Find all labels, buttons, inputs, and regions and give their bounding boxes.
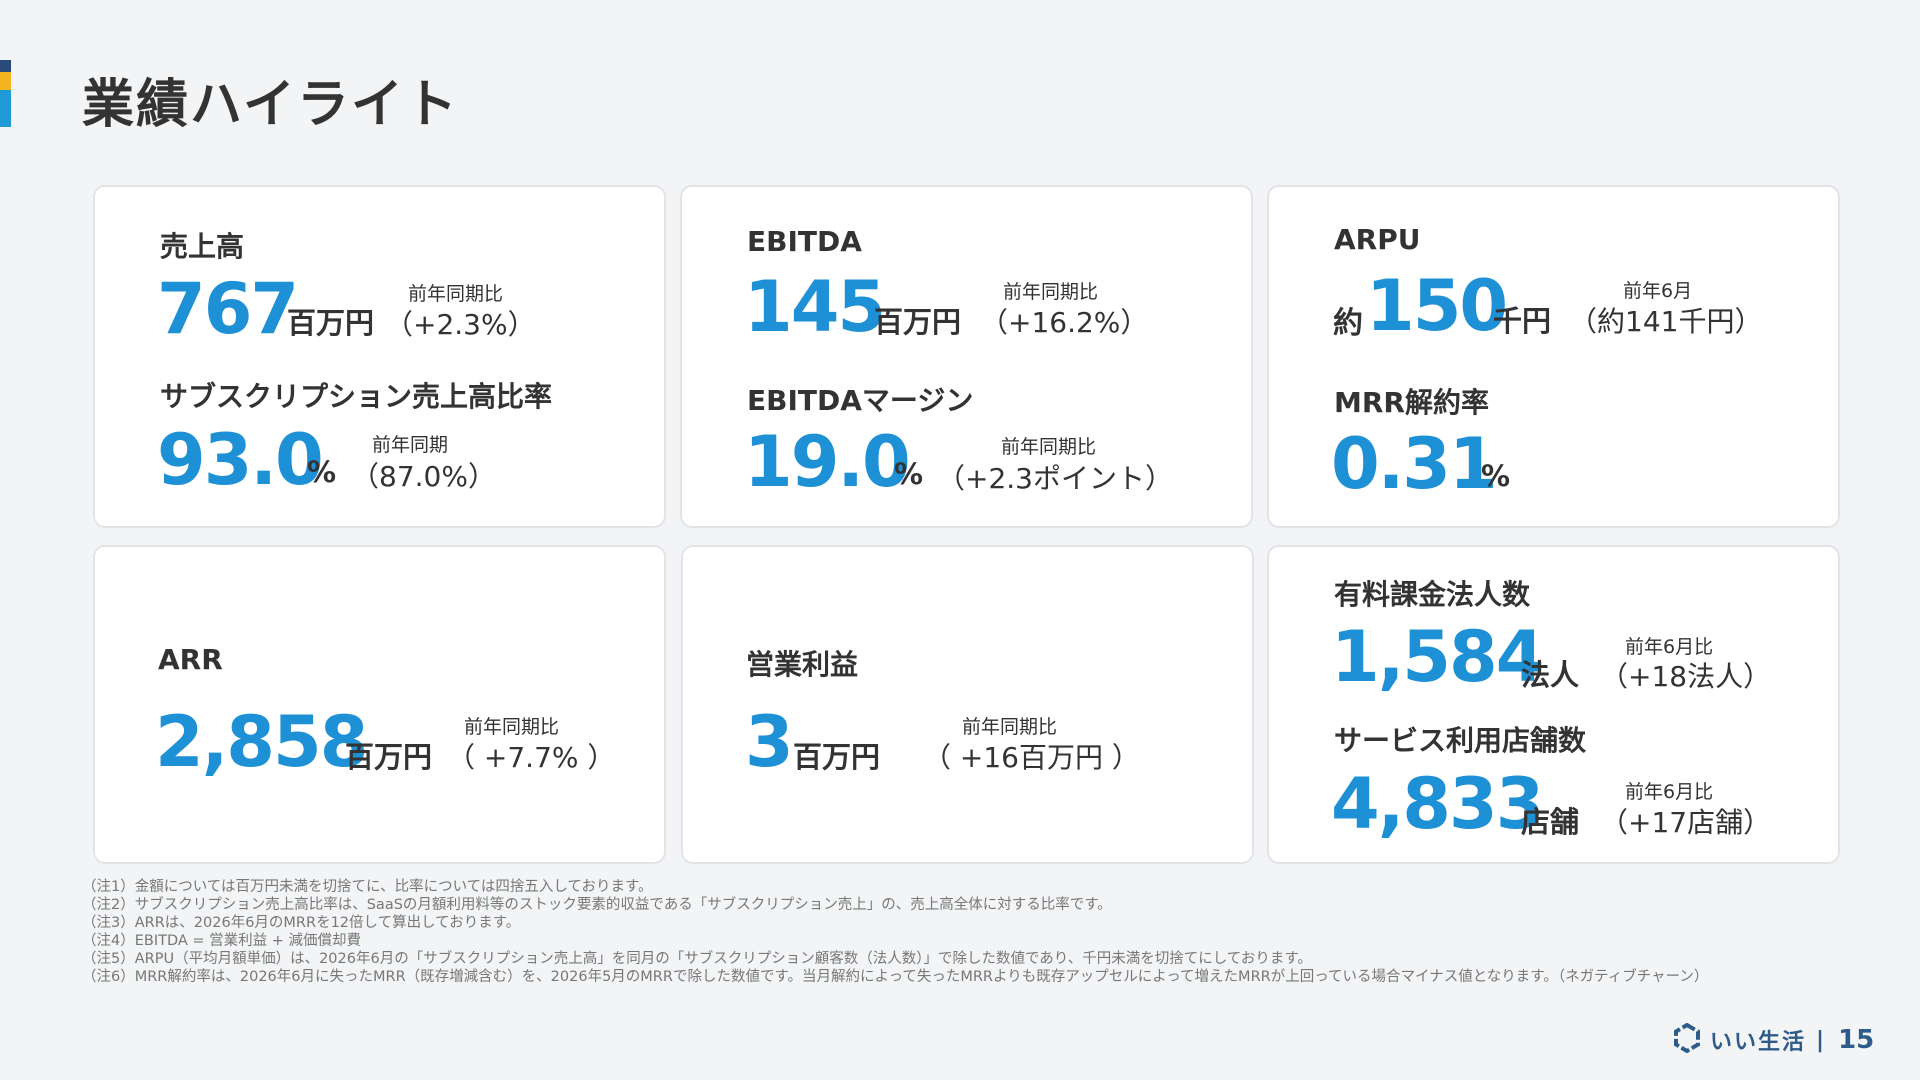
paid-corporations-cmp-value: （+18法人） (1600, 660, 1772, 693)
operating-profit-unit: 百万円 (793, 740, 881, 774)
operating-profit-label: 営業利益 (746, 648, 859, 681)
arpu-label: ARPU (1334, 223, 1421, 256)
arr-unit: 百万円 (345, 740, 433, 774)
arpu-unit: 千円 (1493, 304, 1552, 338)
mrr-churn-unit: % (1481, 459, 1511, 493)
footer-separator: | (1816, 1027, 1825, 1053)
card-arr: ARR 2,858 百万円 前年同期比 （ +7.7% ） (93, 545, 666, 864)
mrr-churn-label: MRR解約率 (1334, 386, 1489, 419)
stores-unit: 店舗 (1521, 805, 1580, 839)
ebitda-unit: 百万円 (874, 305, 962, 339)
ebitda-margin-value: 19.0 (744, 421, 911, 503)
ebitda-cmp-head: 前年同期比 (1003, 281, 1099, 303)
footnote: （注1）金額については百万円未満を切捨てに、比率については四捨五入しております。 (82, 879, 653, 895)
paid-corporations-cmp-head: 前年6月比 (1625, 636, 1714, 658)
arr-label: ARR (158, 643, 223, 676)
footer-logo: いい生活 | 15 (1672, 1022, 1875, 1057)
arpu-prefix: 約 (1333, 306, 1363, 341)
ebitda-margin-label: EBITDAマージン (747, 384, 974, 417)
arpu-cmp-value: （約141千円） (1569, 305, 1763, 338)
ebitda-value: 145 (744, 266, 886, 348)
company-logo-text: いい生活 (1710, 1030, 1807, 1055)
footnote: （注3）ARRは、2026年6月のMRRを12倍して算出しております。 (82, 915, 521, 931)
operating-profit-cmp-value: （ +16百万円 ） (923, 741, 1140, 774)
paid-corporations-label: 有料課金法人数 (1334, 578, 1531, 611)
ebitda-margin-cmp-value: （+2.3ポイント） (937, 462, 1173, 495)
paid-corporations-unit: 法人 (1521, 658, 1580, 692)
mrr-churn-value: 0.31 (1331, 423, 1498, 505)
subscription-ratio-unit: % (307, 455, 337, 489)
footnote: （注5）ARPU（平均月額単価）は、2026年6月の「サブスクリプション売上高」… (82, 951, 1312, 967)
subscription-ratio-cmp-value: （87.0%） (351, 460, 496, 493)
paid-corporations-value: 1,584 (1331, 616, 1544, 698)
operating-profit-value: 3 (745, 701, 794, 783)
subscription-ratio-cmp-head: 前年同期 (372, 434, 449, 456)
arr-cmp-head: 前年同期比 (464, 716, 560, 738)
card-revenue: 売上高 767 百万円 前年同期比 （+2.3%） サブスクリプション売上高比率… (93, 185, 666, 528)
card-customers: 有料課金法人数 1,584 法人 前年6月比 （+18法人） サービス利用店舗数… (1267, 545, 1840, 864)
arr-value: 2,858 (155, 701, 368, 783)
page-title: 業績ハイライト (82, 75, 459, 135)
stores-cmp-value: （+17店舗） (1600, 806, 1772, 839)
company-logo-icon (1672, 1022, 1702, 1057)
footnotes: （注1）金額については百万円未満を切捨てに、比率については四捨五入しております。… (82, 878, 1822, 986)
operating-profit-cmp-head: 前年同期比 (962, 716, 1058, 738)
revenue-cmp-head: 前年同期比 (408, 283, 504, 305)
revenue-label: 売上高 (160, 230, 245, 263)
revenue-cmp-value: （+2.3%） (385, 308, 536, 341)
arr-cmp-value: （ +7.7% ） (447, 741, 616, 774)
stores-label: サービス利用店舗数 (1334, 724, 1587, 757)
arpu-cmp-head: 前年6月 (1623, 280, 1693, 302)
card-ebitda: EBITDA 145 百万円 前年同期比 （+16.2%） EBITDAマージン… (680, 185, 1253, 528)
revenue-unit: 百万円 (287, 306, 375, 340)
subscription-ratio-value: 93.0 (157, 419, 324, 501)
card-arpu: ARPU 約 150 千円 前年6月 （約141千円） MRR解約率 0.31 … (1267, 185, 1840, 528)
ebitda-cmp-value: （+16.2%） (980, 306, 1149, 339)
stores-cmp-head: 前年6月比 (1625, 781, 1714, 803)
footnote: （注6）MRR解約率は、2026年6月に失ったMRR（既存増減含む）を、2026… (82, 969, 1709, 985)
card-operating-profit: 営業利益 3 百万円 前年同期比 （ +16百万円 ） (681, 545, 1254, 864)
page-number: 15 (1838, 1025, 1875, 1055)
subscription-ratio-label: サブスクリプション売上高比率 (160, 380, 553, 413)
revenue-value: 767 (157, 268, 299, 350)
ebitda-margin-cmp-head: 前年同期比 (1001, 436, 1097, 458)
title-accent-bar (0, 60, 11, 127)
footnote: （注2）サブスクリプション売上高比率は、SaaSの月額利用料等のストック要素的収… (82, 897, 1112, 913)
ebitda-label: EBITDA (747, 225, 862, 258)
stores-value: 4,833 (1331, 763, 1544, 845)
arpu-value: 150 (1366, 265, 1508, 347)
ebitda-margin-unit: % (894, 457, 924, 491)
footnote: （注4）EBITDA = 営業利益 + 減価償却費 (82, 933, 362, 949)
